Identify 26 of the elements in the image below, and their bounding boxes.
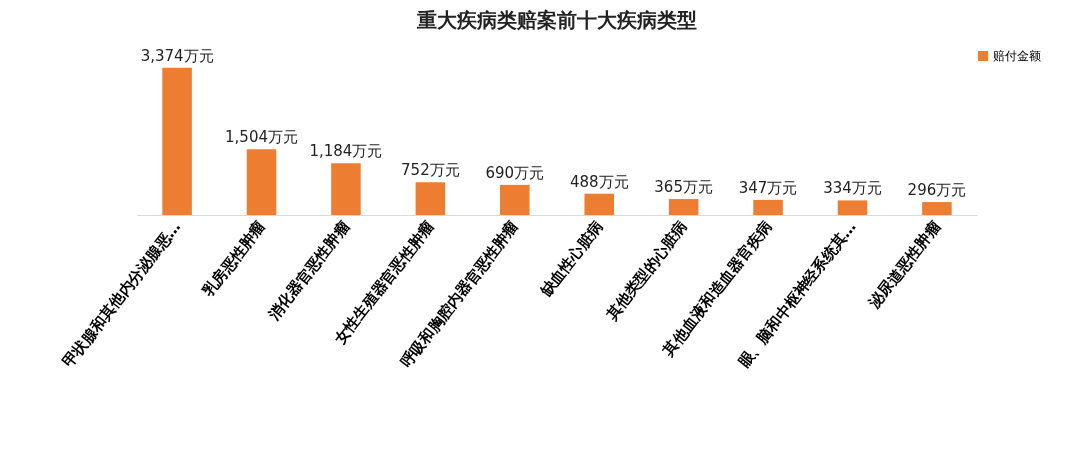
x-tick-label: 乳房恶性肿瘤 (198, 217, 269, 301)
bar (584, 193, 614, 215)
data-label: 488万元 (569, 172, 629, 191)
legend-label: 赔付金额 (993, 49, 1041, 63)
bar (331, 163, 361, 215)
data-label: 365万元 (654, 178, 713, 197)
bar (922, 202, 952, 215)
bar (500, 184, 530, 215)
bar (837, 200, 868, 215)
x-tick-label: 缺血性心脏病 (536, 217, 607, 301)
data-label: 296万元 (907, 181, 967, 200)
data-label: 347万元 (738, 178, 798, 197)
bar (668, 199, 699, 215)
bar (415, 182, 446, 215)
x-tick-label: 泌尿道恶性肿瘤 (864, 217, 944, 313)
data-label: 1,504万元 (225, 128, 298, 147)
data-label: 752万元 (401, 161, 460, 180)
bar (162, 67, 192, 215)
data-label: 1,184万元 (309, 142, 383, 161)
chart-title: 重大疾病类赔案前十大疾病类型 (416, 7, 697, 32)
data-label: 334万元 (823, 179, 882, 198)
data-label: 3,374万元 (140, 46, 214, 65)
bar (753, 199, 783, 215)
bar (246, 149, 277, 215)
data-label: 690万元 (485, 163, 545, 182)
x-tick-label: 甲状腺和其他内分泌腺恶… (59, 217, 185, 371)
